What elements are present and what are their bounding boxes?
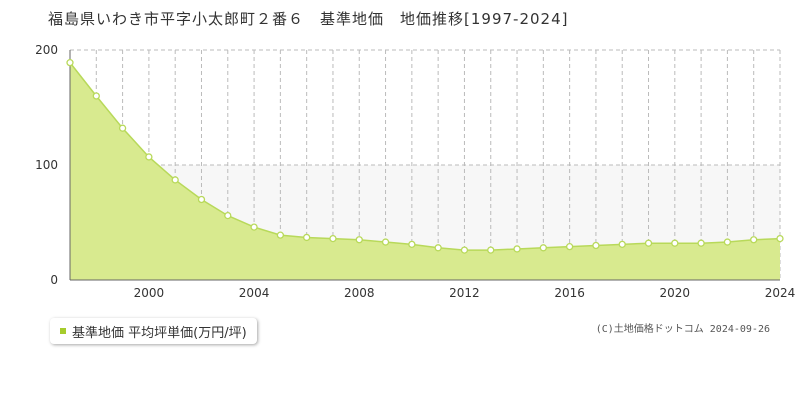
data-point <box>118 124 127 132</box>
data-point <box>329 234 337 243</box>
data-point <box>513 245 521 253</box>
data-point <box>671 239 679 247</box>
data-point <box>276 231 285 239</box>
data-point <box>487 246 495 254</box>
y-tick-label: 200 <box>35 43 58 57</box>
data-point <box>723 238 732 246</box>
data-point <box>750 236 758 244</box>
data-point <box>644 239 653 247</box>
data-point <box>381 238 390 246</box>
chart-title: 福島県いわき市平字小太郎町２番６ 基準地価 地価推移[1997-2024] <box>48 10 569 28</box>
data-point <box>145 153 153 161</box>
chart-legend: 基準地価 平均坪単価(万円/坪) <box>50 318 257 344</box>
x-tick-label: 2020 <box>660 286 691 300</box>
data-point <box>197 195 206 204</box>
y-tick-label: 100 <box>35 158 58 172</box>
x-tick-label: 2008 <box>344 286 375 300</box>
data-point <box>565 242 574 251</box>
x-tick-label: 2024 <box>765 286 796 300</box>
data-point <box>66 59 74 67</box>
series-area <box>70 62 780 281</box>
legend-label: 基準地価 平均坪単価(万円/坪) <box>72 325 247 341</box>
data-point <box>776 234 784 243</box>
data-point <box>434 244 442 252</box>
copyright-credit: (C)土地価格ドットコム 2024-09-26 <box>595 324 770 335</box>
data-point <box>539 244 547 252</box>
data-point <box>92 92 100 100</box>
data-point <box>355 236 363 244</box>
series-line <box>69 62 781 251</box>
data-point <box>592 241 600 250</box>
data-point <box>250 223 258 231</box>
legend-marker <box>60 328 66 334</box>
data-point <box>618 240 626 249</box>
data-point <box>460 246 469 254</box>
x-tick-label: 2016 <box>554 286 585 300</box>
y-tick-label: 0 <box>50 273 58 287</box>
x-tick-label: 2000 <box>134 286 165 300</box>
data-point <box>303 233 311 242</box>
data-point <box>224 211 232 220</box>
data-point <box>408 240 416 249</box>
x-tick-label: 2012 <box>449 286 480 300</box>
data-point <box>697 239 705 247</box>
x-tick-label: 2004 <box>239 286 270 300</box>
data-point <box>171 176 179 184</box>
